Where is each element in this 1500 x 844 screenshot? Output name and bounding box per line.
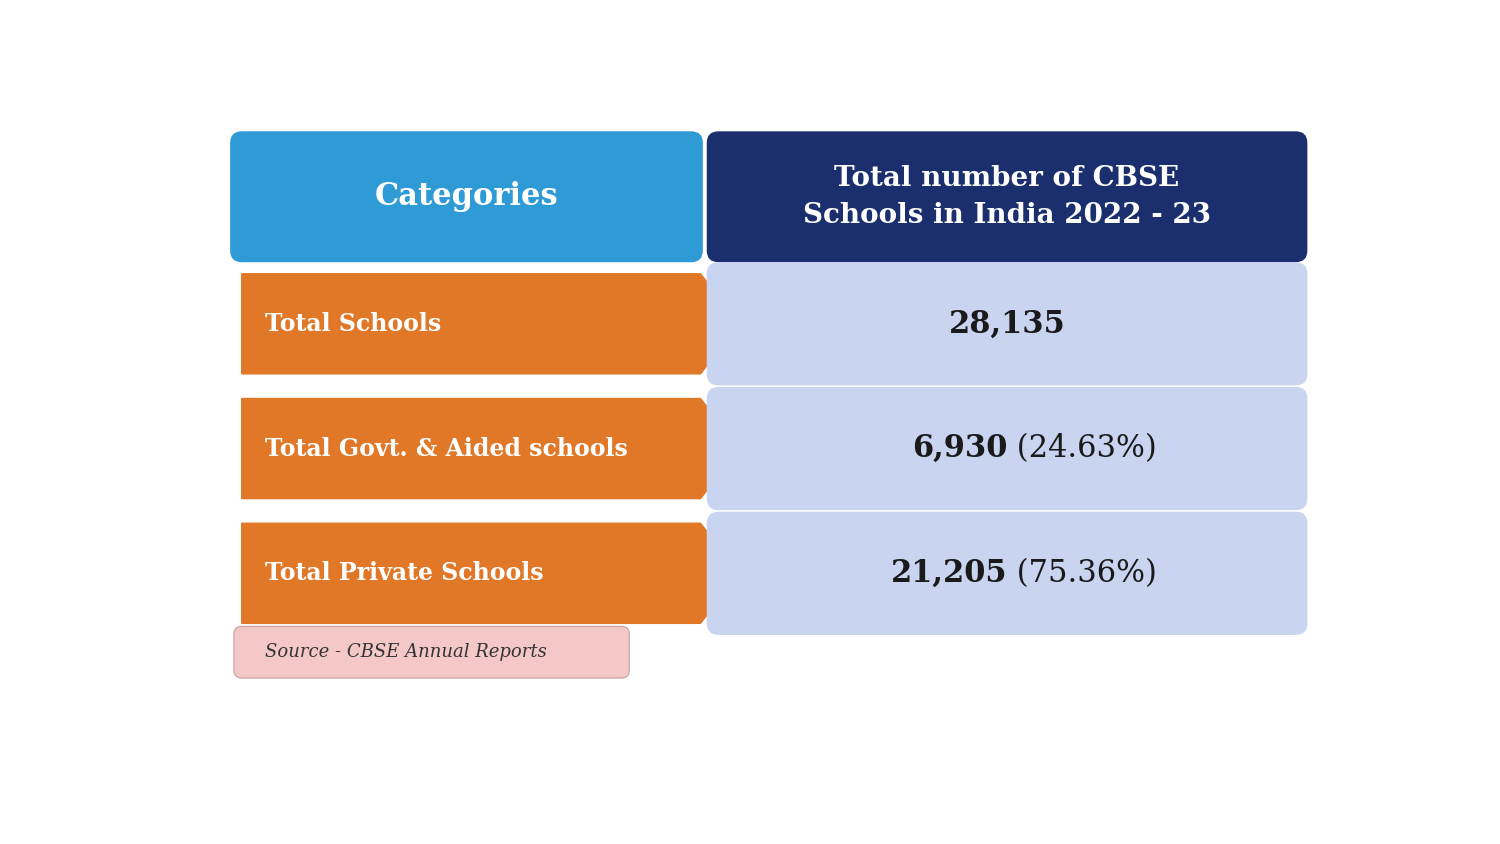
- Polygon shape: [242, 398, 740, 499]
- Text: 21,205: 21,205: [891, 558, 1007, 589]
- Text: Total Govt. & Aided schools: Total Govt. & Aided schools: [266, 436, 628, 461]
- Text: Source - CBSE Annual Reports: Source - CBSE Annual Reports: [266, 643, 548, 661]
- FancyBboxPatch shape: [706, 132, 1308, 262]
- FancyBboxPatch shape: [706, 262, 1308, 386]
- Text: 28,135: 28,135: [948, 308, 1065, 339]
- Text: Total Schools: Total Schools: [266, 311, 441, 336]
- FancyBboxPatch shape: [234, 626, 630, 678]
- FancyBboxPatch shape: [706, 387, 1308, 510]
- Text: (75.36%): (75.36%): [1007, 558, 1156, 589]
- Text: Categories: Categories: [375, 181, 558, 212]
- FancyBboxPatch shape: [706, 511, 1308, 635]
- FancyBboxPatch shape: [230, 132, 704, 262]
- Polygon shape: [242, 523, 740, 624]
- Text: (24.63%): (24.63%): [1007, 433, 1156, 464]
- Polygon shape: [242, 273, 740, 374]
- Text: 6,930: 6,930: [912, 433, 1007, 464]
- Text: Total number of CBSE
Schools in India 2022 - 23: Total number of CBSE Schools in India 20…: [802, 165, 1210, 229]
- Text: Total Private Schools: Total Private Schools: [266, 561, 543, 585]
